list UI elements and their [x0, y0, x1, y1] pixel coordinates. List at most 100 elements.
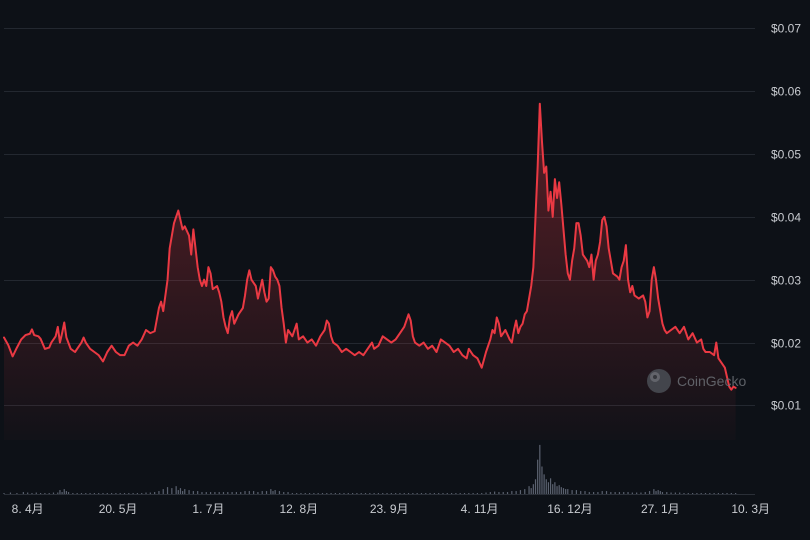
volume-bar	[420, 493, 423, 494]
volume-bar	[530, 488, 532, 494]
volume-bar	[455, 493, 457, 494]
volume-bar	[567, 489, 569, 494]
y-tick-label: $0.03	[771, 274, 801, 288]
volume-bar	[85, 493, 87, 494]
volume-bar	[235, 492, 238, 494]
volume-bar	[179, 488, 182, 494]
x-tick-label: 12. 8月	[279, 502, 318, 516]
volume-bar	[205, 492, 207, 494]
volume-bar	[562, 488, 565, 494]
volume-bar	[605, 491, 608, 494]
volume-bar	[16, 493, 18, 494]
volume-bar	[149, 492, 151, 494]
volume-bar	[511, 491, 513, 494]
volume-bar	[730, 493, 732, 494]
volume-bar	[399, 493, 401, 494]
volume-bar	[631, 492, 633, 494]
volume-bar	[472, 493, 474, 494]
x-tick-label: 8. 4月	[12, 502, 44, 516]
volume-bar	[132, 493, 134, 494]
volume-bar	[274, 490, 276, 494]
volume-bar	[115, 493, 117, 494]
volume-bar	[63, 489, 65, 494]
volume-bar	[296, 493, 298, 494]
volume-bar	[65, 491, 68, 494]
volume-bar	[554, 482, 556, 494]
volume-bar	[128, 493, 130, 494]
y-tick-label: $0.01	[771, 399, 801, 413]
gecko-logo-pupil	[653, 375, 657, 379]
x-tick-label: 16. 12月	[547, 502, 592, 516]
volume-bar	[352, 493, 354, 494]
volume-bar	[61, 492, 63, 494]
volume-bar	[93, 493, 95, 494]
volume-bar	[476, 493, 479, 494]
watermark-text: CoinGecko	[677, 373, 746, 389]
volume-bar	[175, 486, 177, 494]
volume-bar	[35, 492, 37, 494]
volume-bar	[506, 492, 509, 494]
volume-bar	[610, 492, 612, 494]
x-tick-label: 10. 3月	[731, 502, 770, 516]
volume-bar	[308, 493, 311, 494]
volume-bar	[657, 490, 659, 494]
volume-bar	[534, 479, 537, 494]
volume-bar	[545, 479, 547, 494]
volume-bar	[171, 488, 173, 494]
volume-bar	[709, 493, 711, 494]
volume-bar	[450, 493, 453, 494]
volume-bar	[182, 491, 184, 494]
volume-bar	[395, 493, 397, 494]
volume-bar	[356, 493, 358, 494]
volume-bar	[623, 492, 625, 494]
volume-bar	[3, 493, 5, 494]
volume-bar	[485, 492, 487, 494]
volume-bar	[659, 491, 661, 494]
volume-bar	[192, 491, 194, 494]
volume-bar	[403, 493, 405, 494]
volume-bar	[291, 493, 293, 494]
volume-bar	[539, 444, 541, 494]
x-tick-label: 1. 7月	[192, 502, 224, 516]
volume-bar	[360, 493, 362, 494]
volume-bar	[498, 492, 500, 494]
price-area-fill	[4, 103, 736, 441]
gecko-logo-icon	[647, 369, 671, 393]
volume-bar	[648, 491, 651, 494]
volume-bar	[102, 493, 104, 494]
volume-bar	[136, 493, 139, 494]
y-tick-label: $0.05	[771, 148, 801, 162]
volume-bar	[162, 489, 164, 494]
x-tick-label: 23. 9月	[370, 502, 409, 516]
volume-bar	[317, 493, 319, 494]
volume-bar	[154, 492, 156, 494]
volume-bar	[188, 490, 190, 494]
volume-bar	[494, 491, 496, 494]
volume-bar	[80, 493, 83, 494]
volume-bar	[532, 484, 534, 494]
volume-bar	[321, 493, 324, 494]
volume-bar	[390, 493, 392, 494]
volume-bar	[722, 493, 724, 494]
volume-bar	[67, 492, 70, 494]
volume-bar	[382, 493, 384, 494]
volume-bar	[687, 493, 689, 494]
x-tick-label: 27. 1月	[641, 502, 680, 516]
volume-bar	[76, 493, 78, 494]
volume-bar	[231, 492, 233, 494]
volume-bar	[433, 493, 435, 494]
volume-bar	[670, 492, 672, 494]
volume-bar	[145, 492, 147, 494]
volume-bar	[691, 493, 694, 494]
volume-bar	[524, 489, 526, 494]
volume-bar	[666, 492, 668, 494]
volume-bar	[593, 492, 595, 494]
volume-bar	[735, 493, 737, 494]
volume-bar	[31, 493, 33, 494]
grid-lines	[4, 28, 755, 495]
volume-bar	[373, 493, 375, 494]
volume-bar	[412, 493, 414, 494]
volume-bar	[330, 493, 332, 494]
volume-bar	[571, 490, 573, 494]
